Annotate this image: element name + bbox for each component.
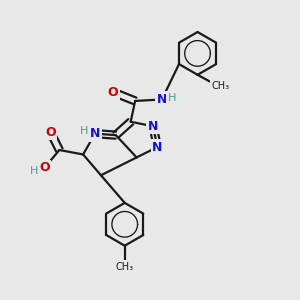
Text: CH₃: CH₃ xyxy=(116,262,134,272)
Text: O: O xyxy=(45,126,56,139)
Text: H: H xyxy=(30,166,38,176)
Text: H: H xyxy=(168,93,176,103)
Text: N: N xyxy=(152,140,163,154)
Text: N: N xyxy=(90,127,100,140)
Text: H: H xyxy=(80,126,88,136)
Text: CH₃: CH₃ xyxy=(212,81,230,91)
Text: N: N xyxy=(157,93,167,106)
Text: O: O xyxy=(107,85,118,98)
Text: O: O xyxy=(39,161,50,174)
Text: N: N xyxy=(148,120,158,133)
